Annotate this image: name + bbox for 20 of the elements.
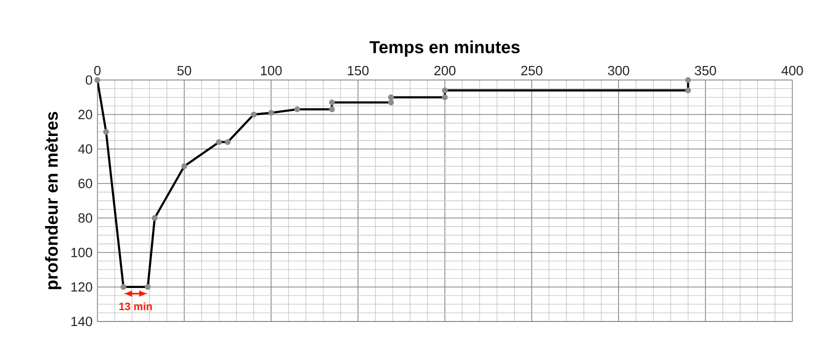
x-tick-label: 0 (94, 66, 101, 76)
x-tick-label: 150 (348, 66, 369, 76)
x-tick-label: 300 (608, 66, 630, 76)
y-tick-label: 140 (71, 316, 92, 326)
y-tick-label: 100 (71, 248, 92, 258)
y-tick-label: 120 (71, 282, 92, 292)
y-tick-label: 0 (86, 75, 92, 85)
x-tick-label: 200 (434, 66, 456, 76)
y-tick-label: 60 (78, 178, 92, 188)
annotation: 13 min (119, 302, 152, 310)
y-axis-title: profondeur en mètres (44, 112, 62, 290)
x-tick-label: 250 (521, 66, 542, 76)
x-axis-title: Temps en minutes (370, 40, 520, 57)
y-tick-label: 80 (78, 213, 92, 223)
x-tick-label: 350 (694, 66, 716, 76)
y-tick-label: 40 (78, 144, 92, 154)
x-tick-label: 400 (782, 66, 803, 76)
y-tick-label: 20 (78, 110, 92, 120)
x-tick-label: 50 (177, 66, 192, 76)
x-tick-label: 100 (261, 66, 282, 76)
